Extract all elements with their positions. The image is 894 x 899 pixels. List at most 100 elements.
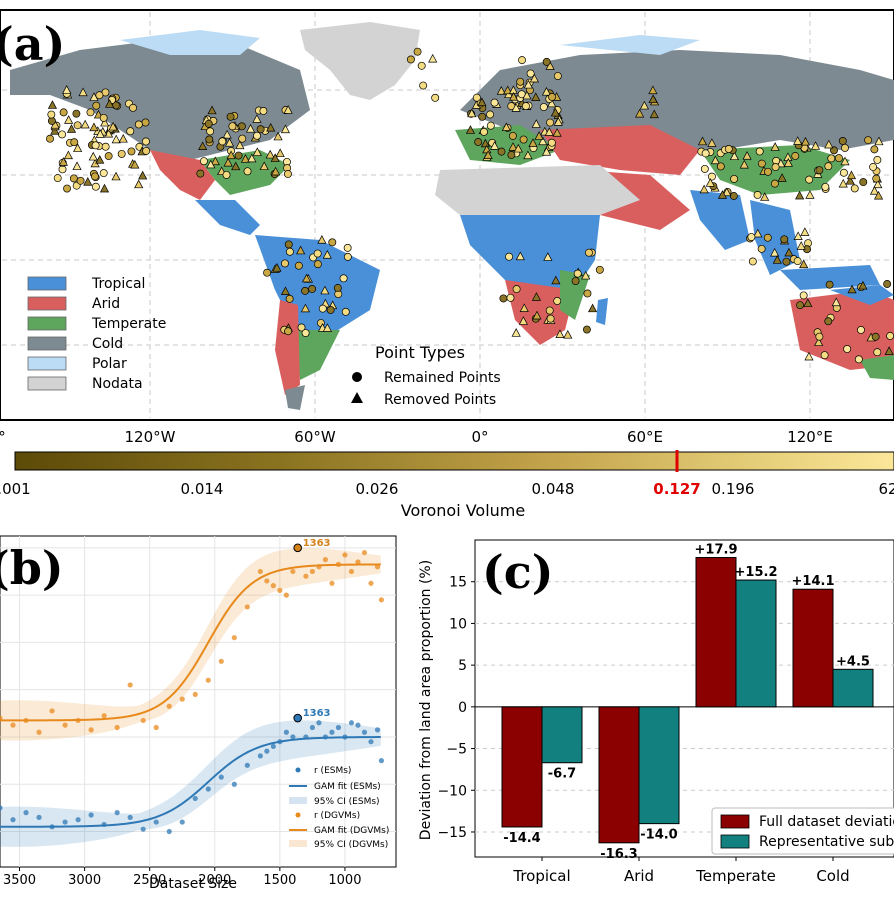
remained-point <box>507 151 516 159</box>
remained-point <box>92 101 101 110</box>
data-point <box>316 564 322 570</box>
data-point <box>348 568 355 575</box>
removed-point <box>800 227 810 236</box>
legend-label: 95% CI (ESMs) <box>314 797 380 807</box>
removed-point <box>134 179 144 189</box>
data-point <box>75 717 81 724</box>
colorbar-highlight-value: 0.127 <box>653 480 700 498</box>
legend-swatch-cold <box>27 336 67 351</box>
removed-point <box>273 131 283 141</box>
remained-point <box>73 121 82 130</box>
climate-legend: Tropical Arid Temperate Cold Polar Nodata <box>27 276 166 392</box>
data-point <box>0 715 3 721</box>
data-point <box>368 580 374 586</box>
colorbar-tick: 0.014 <box>181 480 224 498</box>
removed-point <box>63 150 73 160</box>
remained-point <box>101 142 110 151</box>
remained-point <box>763 233 772 242</box>
panel-c-value-labels: -14.4 -6.7 -16.3-14.0 +17.9 +15.2 +14.1 +4.5 <box>503 543 870 862</box>
remained-point <box>99 169 108 178</box>
colorbar-tick: 0.196 <box>712 480 755 498</box>
removed-point <box>66 124 77 133</box>
colorbar-tick: .001 <box>0 480 31 498</box>
remained-point <box>59 108 68 117</box>
data-point <box>88 727 94 733</box>
data-point <box>329 580 335 586</box>
remained-point <box>873 348 882 357</box>
data-point <box>218 658 224 664</box>
remained-point <box>505 252 514 261</box>
removed-point <box>511 103 521 112</box>
bar-arid-representative <box>638 706 680 825</box>
data-point <box>342 552 348 558</box>
removed-point <box>503 85 513 95</box>
removed-point <box>545 61 555 70</box>
remained-point <box>294 261 303 270</box>
remained-point <box>263 268 272 277</box>
remained-point <box>830 146 838 155</box>
remained-point <box>748 257 757 266</box>
removed-point <box>784 247 794 257</box>
remained-point <box>757 244 766 253</box>
bar-value-label: -16.3 <box>600 847 637 862</box>
removed-point <box>301 273 312 283</box>
removed-point <box>226 150 236 160</box>
removed-point <box>699 184 709 194</box>
legend-label-temperate: Temperate <box>91 316 166 332</box>
legend-label-tropical: Tropical <box>91 276 145 292</box>
optimal-point-marker <box>293 713 302 723</box>
panel-c-bars <box>501 557 874 844</box>
remained-point <box>506 293 515 302</box>
remained-point <box>780 235 789 244</box>
data-point <box>166 703 172 709</box>
remained-point <box>301 286 310 295</box>
removed-point <box>247 153 257 163</box>
removed-point <box>62 85 72 94</box>
remained-point <box>301 329 310 337</box>
remained-point <box>308 285 317 293</box>
remained-point <box>472 93 481 102</box>
removed-point <box>873 190 884 200</box>
removed-point <box>531 119 541 128</box>
removed-point <box>252 114 262 123</box>
data-point <box>179 819 185 825</box>
remained-point <box>343 252 352 261</box>
india-tropical <box>690 190 750 250</box>
remained-point <box>341 307 350 316</box>
remained-point <box>326 306 335 314</box>
remained-point <box>238 134 247 143</box>
removed-point <box>760 192 770 201</box>
remained-point <box>872 174 881 183</box>
remained-point <box>827 154 836 163</box>
remained-point <box>843 345 852 353</box>
australia-arid <box>790 290 894 370</box>
australia-temperate <box>860 355 894 380</box>
south-america-cold <box>285 385 305 410</box>
bar-value-label: +14.1 <box>792 574 835 589</box>
remained-point <box>870 145 879 154</box>
north-america-arid <box>150 150 215 200</box>
removed-point <box>428 53 438 63</box>
bar-value-label: +17.9 <box>695 543 738 558</box>
lon-tick: 60°W <box>294 428 336 446</box>
legend-label: 95% CI (DGVMs) <box>314 840 388 850</box>
remained-point <box>791 152 800 160</box>
australia-tropical <box>830 285 894 305</box>
data-point <box>218 774 224 780</box>
panel-b-plot-area <box>0 535 397 868</box>
removed-point <box>541 86 552 96</box>
removed-point <box>777 173 787 182</box>
remained-point <box>474 138 483 146</box>
removed-point <box>552 127 562 137</box>
legend-swatch-arid <box>27 296 67 311</box>
removed-point <box>235 140 245 150</box>
remained-point <box>700 164 709 173</box>
data-point <box>355 559 361 565</box>
legend-label-representative: Representative sub <box>759 834 894 850</box>
remained-point <box>259 106 268 115</box>
removed-point <box>266 122 276 132</box>
remained-point <box>47 110 56 119</box>
x-tick-label: 2000 <box>198 873 231 888</box>
map-points <box>46 47 894 364</box>
removed-point <box>259 161 269 171</box>
